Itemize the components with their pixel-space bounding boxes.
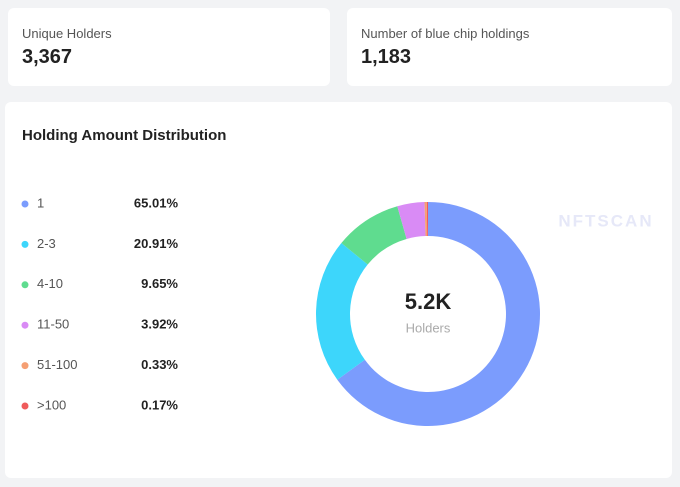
legend-label: 4-10 <box>37 276 63 291</box>
legend-value: 20.91% <box>134 236 179 251</box>
center-value: 5.2K <box>405 289 452 314</box>
stat-value: 1,183 <box>361 46 412 68</box>
chart: Holding Amount Distribution NFTSCAN 5.2K… <box>21 127 653 426</box>
stat-label: Unique Holders <box>22 26 112 41</box>
donut-slice <box>426 202 428 237</box>
legend-value: 9.65% <box>141 276 178 291</box>
legend-label: 2-3 <box>37 236 56 251</box>
legend-label: 11-50 <box>37 317 69 332</box>
legend-dot <box>21 200 29 208</box>
legend-dot <box>21 321 29 329</box>
stat-card: Unique Holders 3,367 <box>8 8 330 86</box>
stat-label: Number of blue chip holdings <box>361 26 530 41</box>
chart-title: Holding Amount Distribution <box>22 127 226 144</box>
donut-slice <box>316 242 368 380</box>
donut-slice <box>424 202 428 237</box>
chart-panel: Holding Amount Distribution NFTSCAN 5.2K… <box>5 102 672 478</box>
donut-slice <box>397 202 426 239</box>
legend-value: 65.01% <box>134 195 179 210</box>
legend-dot <box>21 240 29 248</box>
legend-dot <box>21 362 29 370</box>
legend-value: 0.33% <box>141 357 178 372</box>
legend-label: 51-100 <box>37 357 77 372</box>
legend-dot <box>21 281 29 289</box>
donut-slice <box>337 202 540 426</box>
center-label: Holders <box>406 320 451 335</box>
legend-label: >100 <box>37 397 66 412</box>
donut-slice <box>341 206 407 265</box>
legend-dot <box>21 402 29 410</box>
legend-value: 3.92% <box>141 317 178 332</box>
legend-value: 0.17% <box>141 397 178 412</box>
stat-value: 3,367 <box>22 46 73 68</box>
watermark: NFTSCAN <box>558 211 653 230</box>
legend-label: 1 <box>37 195 44 210</box>
stat-card: Number of blue chip holdings 1,183 <box>347 8 672 86</box>
